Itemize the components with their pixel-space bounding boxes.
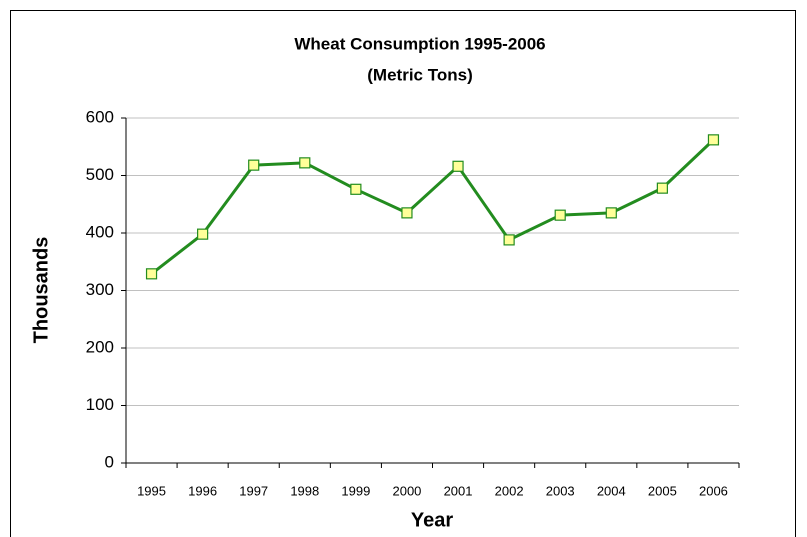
- data-point: [401, 207, 413, 219]
- data-point: [350, 183, 362, 195]
- x-tick-label: 2000: [392, 483, 421, 498]
- x-tick-label: 2006: [699, 483, 728, 498]
- y-tick-label: 300: [86, 280, 114, 299]
- data-point: [145, 268, 158, 280]
- x-tick-label: 2005: [648, 483, 677, 498]
- x-tick-label: 2003: [546, 483, 575, 498]
- y-tick-label: 0: [105, 452, 114, 471]
- y-axis-label: Thousands: [30, 237, 52, 344]
- x-tick-label: 1996: [188, 483, 217, 498]
- chart-title: Wheat Consumption 1995-2006: [294, 34, 545, 53]
- data-point: [452, 160, 464, 172]
- y-tick-label: 100: [86, 395, 114, 414]
- data-point: [197, 228, 209, 240]
- chart-border: [10, 10, 796, 537]
- x-tick-label: 1998: [290, 483, 319, 498]
- data-point: [605, 207, 617, 219]
- data-point: [554, 209, 566, 221]
- data-point: [707, 134, 720, 146]
- x-tick-label: 2004: [597, 483, 626, 498]
- x-tick-label: 1999: [341, 483, 370, 498]
- y-tick-label: 600: [86, 107, 114, 126]
- y-tick-label: 200: [86, 337, 114, 356]
- data-point: [248, 159, 260, 171]
- y-tick-label: 500: [86, 165, 114, 184]
- x-axis-label: Year: [411, 509, 453, 531]
- series-line: [150, 138, 715, 276]
- x-tick-label: 1995: [137, 483, 166, 498]
- x-tick-label: 2001: [444, 483, 473, 498]
- y-tick-label: 400: [86, 222, 114, 241]
- data-point: [656, 182, 668, 194]
- data-point: [503, 234, 515, 246]
- x-tick-label: 2002: [495, 483, 524, 498]
- x-tick-label: 1997: [239, 483, 268, 498]
- chart-subtitle: (Metric Tons): [367, 65, 472, 84]
- data-point: [299, 157, 311, 169]
